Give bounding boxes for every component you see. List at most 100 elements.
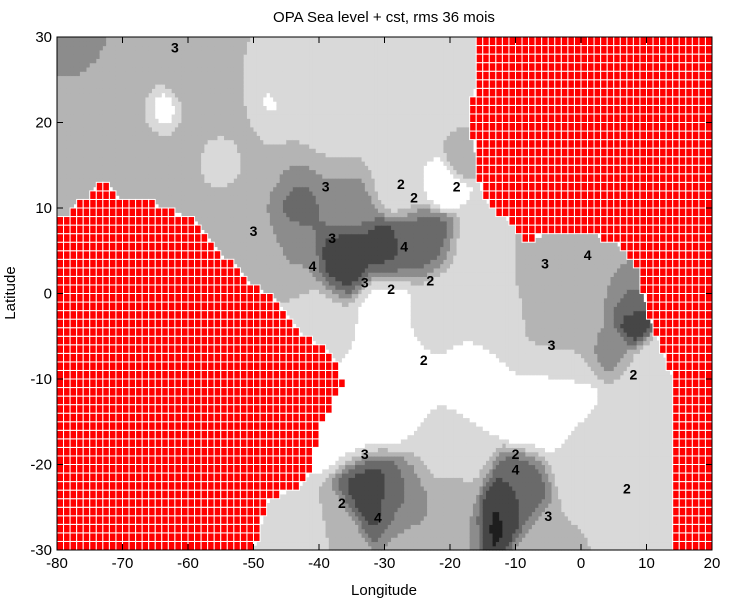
field-cell — [325, 323, 330, 329]
field-cell — [279, 169, 284, 175]
field-cell — [335, 113, 340, 119]
field-cell — [338, 464, 343, 470]
field-cell — [102, 66, 107, 72]
field-cell — [341, 481, 346, 487]
field-cell — [260, 165, 264, 171]
field-cell — [292, 195, 297, 201]
field-cell — [279, 88, 284, 94]
field-cell — [269, 96, 274, 102]
field-cell — [253, 49, 258, 55]
field-cell — [302, 62, 307, 68]
field-cell — [224, 143, 228, 149]
field-cell — [289, 229, 294, 235]
field-cell — [260, 49, 264, 55]
field-cell — [269, 156, 274, 162]
field-cell — [305, 302, 310, 307]
field-cell — [214, 79, 219, 85]
field-cell — [296, 267, 300, 273]
field-cell — [341, 366, 346, 372]
field-cell — [135, 88, 140, 94]
field-cell — [243, 101, 248, 106]
field-cell — [289, 96, 294, 102]
field-cell — [299, 212, 304, 218]
field-cell — [289, 109, 294, 115]
field-cell — [76, 152, 81, 158]
field-cell — [286, 148, 291, 154]
field-cell — [246, 208, 251, 213]
field-cell — [332, 520, 336, 525]
field-cell — [66, 58, 71, 64]
field-cell — [151, 92, 156, 98]
field-cell — [276, 152, 281, 158]
field-cell — [109, 37, 114, 42]
field-cell — [73, 148, 78, 154]
field-cell — [76, 186, 81, 192]
field-cell — [224, 139, 228, 145]
field-cell — [282, 250, 287, 256]
field-cell — [207, 62, 212, 68]
field-cell — [210, 101, 215, 106]
field-cell — [246, 105, 251, 111]
field-cell — [260, 152, 264, 158]
field-cell — [142, 135, 147, 141]
field-cell — [299, 280, 304, 286]
field-cell — [168, 62, 173, 68]
field-cell — [302, 66, 307, 72]
field-cell — [217, 212, 222, 218]
field-cell — [224, 96, 228, 102]
field-cell — [233, 126, 238, 132]
field-cell — [273, 37, 278, 42]
field-cell — [138, 173, 143, 179]
field-cell — [338, 267, 343, 273]
field-cell — [158, 113, 163, 119]
field-cell — [299, 203, 304, 209]
field-cell — [237, 62, 241, 68]
field-cell — [266, 237, 271, 243]
field-cell — [338, 109, 343, 115]
field-cell — [250, 195, 255, 201]
field-cell — [158, 143, 163, 149]
field-cell — [335, 246, 340, 252]
field-cell — [63, 58, 68, 64]
field-cell — [269, 259, 274, 265]
field-cell — [332, 447, 336, 453]
field-cell — [197, 122, 202, 128]
field-cell — [299, 289, 304, 295]
field-cell — [341, 430, 346, 436]
field-cell — [204, 139, 209, 145]
field-cell — [184, 96, 189, 102]
field-cell — [325, 477, 330, 483]
field-cell — [341, 310, 346, 316]
field-cell — [240, 225, 245, 230]
field-cell — [155, 190, 160, 196]
field-cell — [57, 62, 61, 68]
field-cell — [302, 169, 307, 175]
field-cell — [302, 310, 307, 316]
field-cell — [184, 212, 189, 218]
field-cell — [315, 45, 320, 51]
field-cell — [309, 284, 314, 290]
field-cell — [312, 216, 317, 222]
field-cell — [250, 139, 255, 145]
field-cell — [296, 79, 300, 85]
field-cell — [332, 237, 336, 243]
field-cell — [76, 101, 81, 106]
field-cell — [276, 297, 281, 303]
field-cell — [332, 297, 336, 303]
field-cell — [332, 434, 336, 440]
field-cell — [263, 532, 268, 538]
field-cell — [322, 276, 327, 282]
field-cell — [109, 148, 114, 154]
field-cell — [269, 41, 274, 47]
field-cell — [227, 105, 232, 111]
field-cell — [240, 131, 245, 136]
field-cell — [174, 165, 179, 171]
field-cell — [79, 113, 84, 119]
field-cell — [224, 182, 228, 188]
field-cell — [197, 195, 202, 201]
field-cell — [233, 212, 238, 218]
field-cell — [319, 75, 323, 81]
field-cell — [181, 66, 186, 72]
field-cell — [263, 156, 268, 162]
field-cell — [253, 58, 258, 64]
